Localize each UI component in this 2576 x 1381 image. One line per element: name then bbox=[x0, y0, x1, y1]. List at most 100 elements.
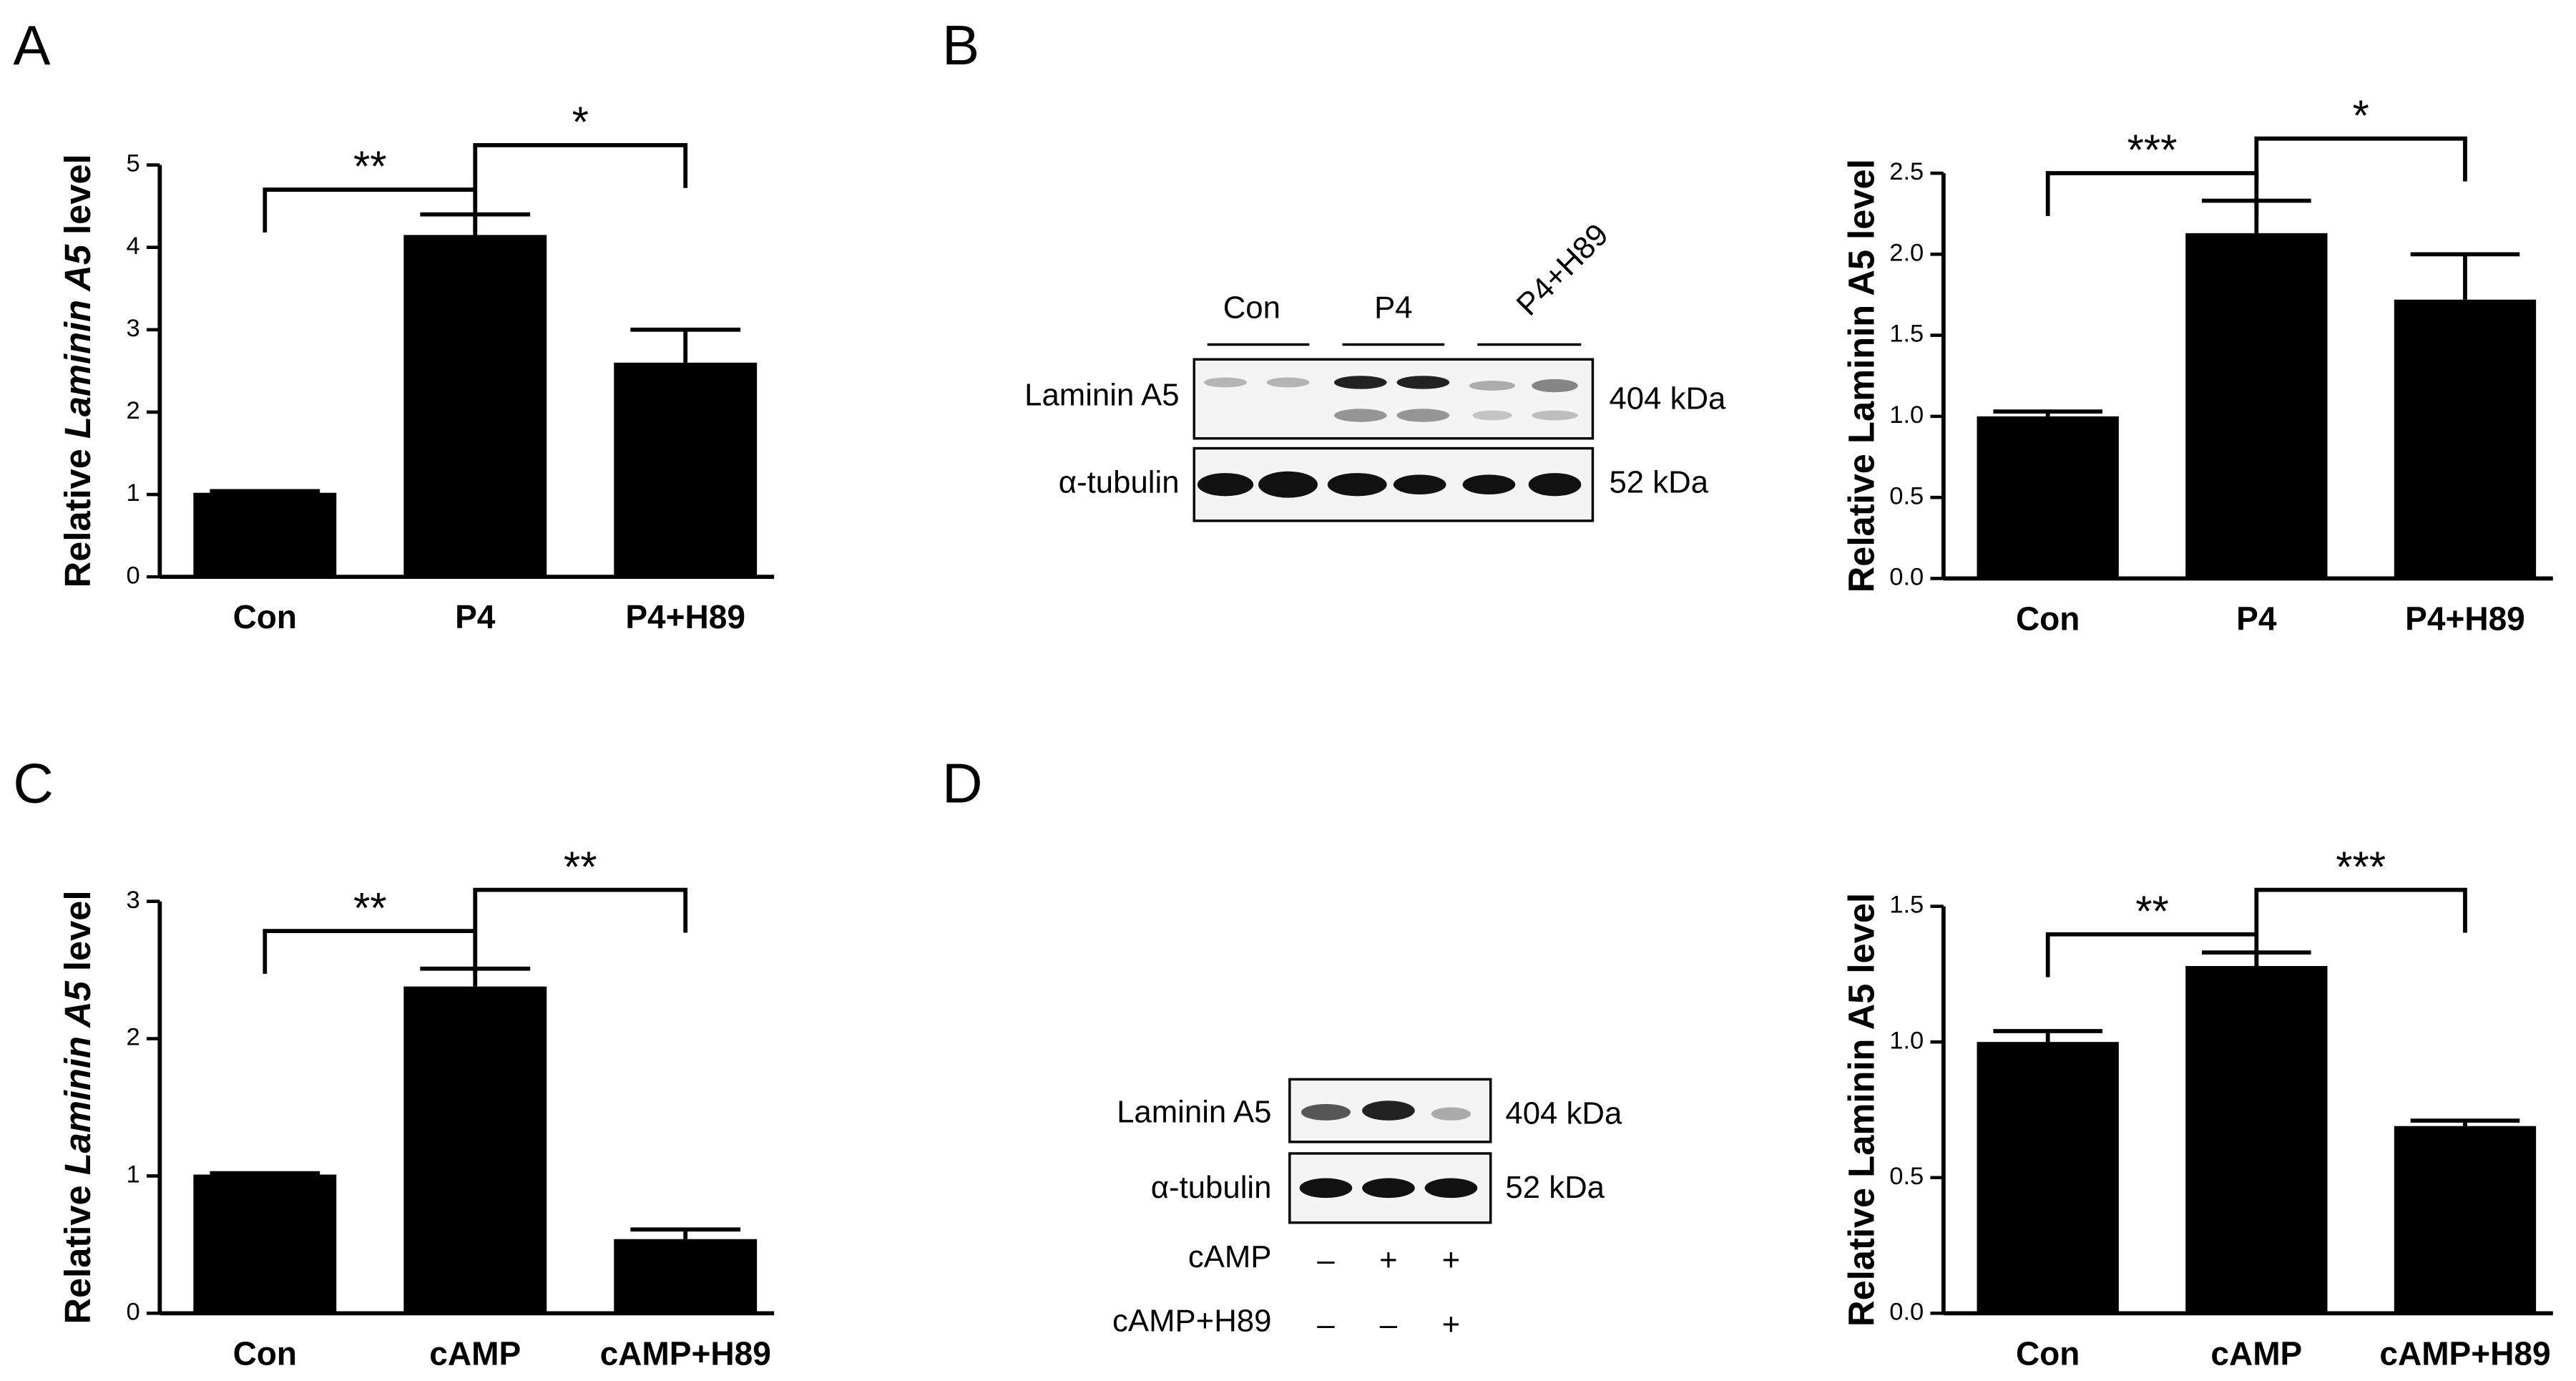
y-axis-label-part: Relative bbox=[57, 1185, 98, 1324]
bar bbox=[614, 1239, 758, 1314]
significance-bracket bbox=[2045, 171, 2259, 216]
y-tick-label: 0 bbox=[127, 562, 140, 589]
significance-bracket bbox=[263, 187, 478, 233]
significance-label: ** bbox=[564, 843, 597, 891]
y-tick-label: 0.5 bbox=[1889, 1163, 1924, 1190]
bands bbox=[1299, 1178, 1478, 1199]
blot-d: Laminin A5 α-tubulin 404 kDa 52 kDa cAMP… bbox=[1112, 1078, 1622, 1342]
y-tick-label: 1.5 bbox=[1889, 321, 1924, 348]
y-tick-label: 1.5 bbox=[1889, 892, 1924, 919]
y-axis-label-part: level bbox=[57, 154, 98, 235]
significance-bracket bbox=[2254, 136, 2467, 182]
x-tick-label: cAMP+H89 bbox=[600, 1334, 771, 1372]
size-label: 52 kDa bbox=[1505, 1170, 1605, 1205]
blot-b: Con P4 P4+H89 Laminin A5 α-tubulin 404 k… bbox=[1024, 217, 1726, 522]
bar bbox=[1977, 416, 2119, 579]
panel-letter: C bbox=[13, 752, 54, 815]
y-axis-label: Relative Laminin A5 level bbox=[57, 890, 98, 1324]
x-tick-label: cAMP bbox=[2210, 1334, 2302, 1372]
bar bbox=[193, 492, 337, 577]
y-tick-label: 4 bbox=[127, 233, 140, 260]
bar bbox=[403, 235, 547, 577]
x-tick-label: Con bbox=[233, 1334, 297, 1372]
sign: + bbox=[1442, 1242, 1461, 1277]
row-label: Laminin A5 bbox=[1024, 378, 1179, 413]
y-tick-label: 0.0 bbox=[1889, 564, 1924, 591]
sign: + bbox=[1442, 1307, 1461, 1342]
significance-bracket bbox=[2045, 932, 2259, 977]
blot-box bbox=[1192, 358, 1595, 440]
x-tick-label: Con bbox=[233, 598, 297, 635]
significance-bracket bbox=[2254, 887, 2467, 933]
significance-label: *** bbox=[2127, 126, 2178, 174]
panel-letter: A bbox=[13, 14, 51, 77]
sign: – bbox=[1380, 1307, 1398, 1342]
treatment-label: cAMP bbox=[1188, 1239, 1272, 1274]
bands bbox=[1197, 471, 1582, 498]
panel-letter: B bbox=[942, 14, 979, 77]
bands bbox=[1301, 1101, 1471, 1121]
y-axis-label-part: Laminin A5 bbox=[57, 980, 98, 1175]
x-tick-label: cAMP+H89 bbox=[2379, 1334, 2550, 1372]
size-label: 52 kDa bbox=[1609, 465, 1708, 500]
bar bbox=[193, 1174, 337, 1314]
sign: + bbox=[1379, 1242, 1398, 1277]
sign: – bbox=[1317, 1307, 1335, 1342]
x-tick-label: P4+H89 bbox=[625, 598, 745, 635]
x-tick-label: P4 bbox=[2236, 600, 2277, 637]
treatment-label: cAMP+H89 bbox=[1112, 1304, 1271, 1339]
x-tick-label: Con bbox=[2016, 600, 2080, 637]
y-tick-label: 3 bbox=[127, 315, 140, 342]
significance-label: * bbox=[572, 98, 589, 146]
size-label: 404 kDa bbox=[1609, 381, 1726, 416]
y-tick-label: 1.0 bbox=[1889, 1027, 1924, 1054]
group-label: P4+H89 bbox=[1509, 217, 1615, 322]
row-label: α-tubulin bbox=[1151, 1170, 1272, 1205]
y-axis-label-part: Relative bbox=[57, 449, 98, 587]
y-tick-label: 2.5 bbox=[1889, 158, 1924, 185]
y-tick-label: 2.0 bbox=[1889, 239, 1924, 266]
y-tick-label: 2 bbox=[127, 1024, 140, 1051]
bar bbox=[403, 986, 547, 1314]
sign: – bbox=[1317, 1242, 1335, 1277]
x-tick-label: cAMP bbox=[429, 1334, 521, 1372]
y-axis-label-part: level bbox=[57, 890, 98, 971]
y-tick-label: 2 bbox=[127, 397, 140, 424]
y-axis-label: Relative Laminin A5 level bbox=[1841, 893, 1882, 1327]
significance-bracket bbox=[473, 143, 688, 188]
panel-letter: D bbox=[942, 752, 983, 815]
y-tick-label: 3 bbox=[127, 887, 140, 914]
x-tick-label: P4 bbox=[455, 598, 496, 635]
y-tick-label: 0 bbox=[127, 1298, 140, 1325]
significance-bracket bbox=[263, 929, 478, 975]
x-tick-label: P4+H89 bbox=[2405, 600, 2525, 637]
bar bbox=[2394, 299, 2537, 579]
bar bbox=[614, 362, 758, 577]
row-label: α-tubulin bbox=[1059, 465, 1180, 500]
group-label: Con bbox=[1223, 291, 1280, 326]
significance-label: * bbox=[2353, 92, 2369, 140]
significance-label: ** bbox=[353, 142, 387, 190]
bar bbox=[2394, 1126, 2537, 1314]
size-label: 404 kDa bbox=[1505, 1096, 1622, 1131]
y-tick-label: 1.0 bbox=[1889, 401, 1924, 429]
significance-bracket bbox=[473, 887, 688, 933]
bar bbox=[2185, 233, 2328, 579]
y-tick-label: 1 bbox=[127, 1161, 140, 1189]
significance-label: *** bbox=[2336, 843, 2386, 891]
y-axis-label: Relative Laminin A5 level bbox=[57, 154, 98, 587]
significance-label: ** bbox=[2135, 887, 2169, 935]
y-tick-label: 0.5 bbox=[1889, 482, 1924, 509]
y-tick-label: 0.0 bbox=[1889, 1298, 1924, 1325]
y-tick-label: 5 bbox=[127, 150, 140, 177]
y-axis-label: Relative Laminin A5 level bbox=[1841, 159, 1882, 592]
x-tick-label: Con bbox=[2016, 1334, 2080, 1372]
y-tick-label: 1 bbox=[127, 479, 140, 507]
bar bbox=[1977, 1042, 2119, 1314]
row-label: Laminin A5 bbox=[1117, 1094, 1271, 1129]
bands bbox=[1204, 376, 1578, 422]
bar bbox=[2185, 966, 2328, 1314]
significance-label: ** bbox=[353, 884, 387, 932]
